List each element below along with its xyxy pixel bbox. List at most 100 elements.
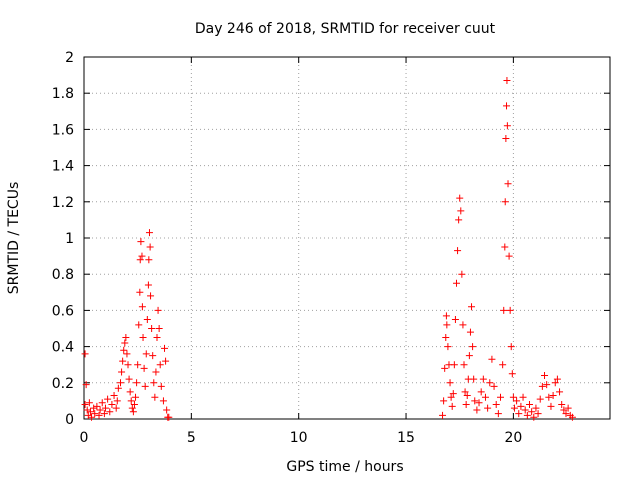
y-axis-title: SRMTID / TECUs <box>6 182 22 295</box>
data-point <box>469 343 477 351</box>
data-point <box>553 375 561 383</box>
y-tick-label: 0.2 <box>52 376 74 392</box>
data-point <box>81 350 89 358</box>
data-point <box>465 352 473 360</box>
data-point <box>473 406 481 414</box>
data-point <box>463 391 471 399</box>
data-point <box>442 334 450 342</box>
data-point <box>161 344 169 352</box>
data-point <box>501 243 509 251</box>
data-point <box>528 408 536 416</box>
data-point <box>112 404 120 412</box>
data-point <box>541 372 549 380</box>
data-point <box>490 382 498 390</box>
data-point <box>84 411 92 419</box>
x-tick-label: 5 <box>187 430 196 446</box>
data-point <box>108 401 116 409</box>
data-point <box>145 256 153 264</box>
data-point <box>471 397 479 405</box>
data-point <box>139 334 147 342</box>
data-point <box>484 404 492 412</box>
data-points <box>81 77 576 421</box>
data-point <box>88 413 96 421</box>
data-point <box>508 370 516 378</box>
data-point <box>163 406 171 414</box>
y-tick-label: 1.6 <box>52 122 74 138</box>
data-point <box>494 410 502 418</box>
data-point <box>486 379 494 387</box>
data-point <box>157 382 165 390</box>
data-point <box>502 134 510 142</box>
data-point <box>152 368 160 376</box>
y-tick-labels: 0 0.2 0.4 0.6 0.8 1 1.2 1.4 1.6 1.8 2 <box>52 50 74 428</box>
data-point <box>114 384 122 392</box>
data-point <box>154 306 162 314</box>
data-point <box>468 303 476 311</box>
data-point <box>503 122 511 130</box>
data-point <box>446 379 454 387</box>
data-point <box>459 321 467 329</box>
data-point <box>85 399 93 407</box>
x-axis-title: GPS time / hours <box>286 459 403 475</box>
data-point <box>137 238 145 246</box>
data-point <box>549 391 557 399</box>
data-point <box>455 216 463 224</box>
data-point <box>134 361 142 369</box>
data-point <box>143 315 151 323</box>
data-point <box>150 379 158 387</box>
data-point <box>140 364 148 372</box>
data-point <box>104 395 112 403</box>
data-point <box>118 368 126 376</box>
x-tick-labels: 0 5 10 15 20 <box>80 430 523 446</box>
data-point <box>113 397 121 405</box>
data-point <box>146 243 154 251</box>
data-point <box>153 334 161 342</box>
data-point <box>481 393 489 401</box>
data-point <box>116 379 124 387</box>
data-point <box>521 406 529 414</box>
data-point <box>81 401 89 409</box>
data-point <box>439 411 447 419</box>
data-point <box>106 408 114 416</box>
y-tick-label: 0.8 <box>52 267 74 283</box>
data-point <box>457 207 465 215</box>
data-point <box>545 393 553 401</box>
data-point <box>519 393 527 401</box>
data-point <box>145 229 153 237</box>
data-point <box>123 350 131 358</box>
data-point <box>534 410 542 418</box>
data-point <box>499 361 507 369</box>
data-point <box>95 411 103 419</box>
data-point <box>448 402 456 410</box>
data-point <box>500 306 508 314</box>
x-tick-label: 15 <box>397 430 415 446</box>
y-tick-label: 1 <box>65 231 74 247</box>
data-point <box>441 364 449 372</box>
data-point <box>517 402 525 410</box>
data-point <box>513 397 521 405</box>
data-point <box>443 321 451 329</box>
data-point <box>509 393 517 401</box>
data-point <box>141 382 149 390</box>
y-tick-label: 2 <box>65 50 74 66</box>
data-point <box>475 399 483 407</box>
data-point <box>558 401 566 409</box>
data-point <box>523 411 531 419</box>
data-point <box>551 379 559 387</box>
data-point <box>525 401 533 409</box>
data-point <box>122 334 130 342</box>
data-point <box>444 343 452 351</box>
data-point <box>142 350 150 358</box>
axis-ticks <box>83 56 610 420</box>
data-point <box>124 361 132 369</box>
data-point <box>547 402 555 410</box>
data-point <box>440 397 448 405</box>
y-tick-label: 0.6 <box>52 303 74 319</box>
y-tick-label: 1.8 <box>52 86 74 102</box>
data-point <box>138 303 146 311</box>
data-point <box>162 357 170 365</box>
data-point <box>510 404 518 412</box>
data-point <box>82 381 90 389</box>
data-point <box>98 399 106 407</box>
data-point <box>568 413 576 421</box>
